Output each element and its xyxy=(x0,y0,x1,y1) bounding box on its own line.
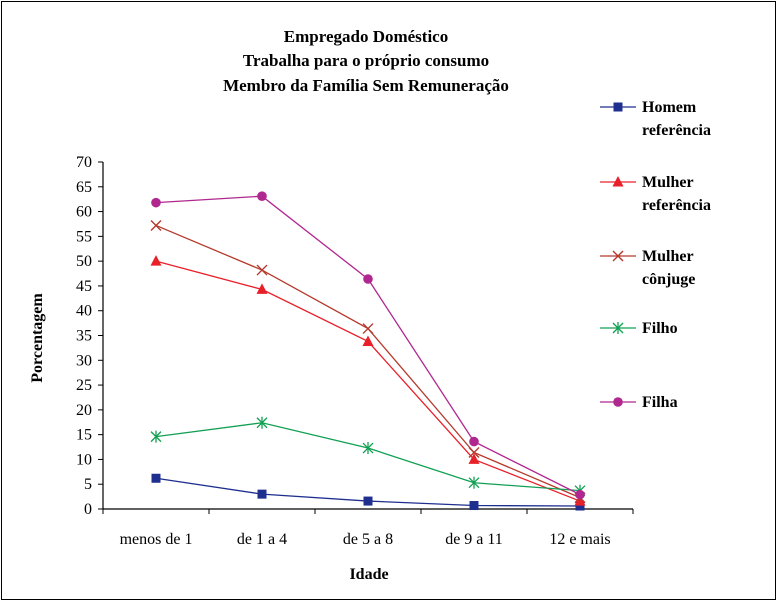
data-point xyxy=(151,197,161,208)
data-point xyxy=(363,274,373,284)
data-point xyxy=(362,442,374,455)
x-tick-label: 12 e mais xyxy=(549,531,610,548)
data-point xyxy=(468,446,480,458)
legend-item: Mulher referência xyxy=(600,174,711,214)
data-point xyxy=(575,501,585,511)
series-mulher-referência xyxy=(150,255,586,506)
y-tick-label: 40 xyxy=(76,303,92,320)
legend-item: Filho xyxy=(600,320,678,337)
series-group xyxy=(150,191,586,511)
y-axis-title: Porcentagem xyxy=(29,293,46,383)
data-point xyxy=(363,496,373,506)
chart-title-line: Trabalha para o próprio consumo xyxy=(243,51,489,70)
y-tick-label: 35 xyxy=(76,328,92,345)
x-tick-label: de 1 a 4 xyxy=(237,531,287,548)
data-point xyxy=(574,495,586,506)
data-point xyxy=(468,476,480,489)
y-tick-label: 30 xyxy=(76,352,92,369)
legend-label: Filho xyxy=(642,320,678,337)
y-tick-label: 55 xyxy=(76,228,92,245)
data-point xyxy=(256,283,268,294)
axes xyxy=(102,162,633,510)
legend-item: Filha xyxy=(600,394,678,411)
y-tick-label: 45 xyxy=(76,278,92,295)
data-point xyxy=(151,473,161,483)
y-tick-label: 5 xyxy=(84,476,92,493)
data-point xyxy=(469,501,479,511)
data-point xyxy=(257,489,267,499)
x-axis-ticks: menos de 1 de 1 a 4 de 5 a 8 de 9 a 11 12 e … xyxy=(102,509,634,548)
x-tick-label: menos de 1 xyxy=(120,531,193,548)
legend-marker xyxy=(612,176,624,187)
y-tick-label: 60 xyxy=(76,204,92,221)
chart-title-line: Empregado Doméstico xyxy=(284,27,448,46)
data-point xyxy=(468,453,480,464)
y-tick-label: 10 xyxy=(76,451,92,468)
y-tick-label: 20 xyxy=(76,402,92,419)
y-tick-label: 25 xyxy=(76,377,92,394)
x-axis-title: Idade xyxy=(349,566,388,583)
data-point xyxy=(150,255,162,266)
y-tick-label: 15 xyxy=(76,427,92,444)
data-point xyxy=(150,430,162,443)
legend-item: Homem referência xyxy=(600,99,711,139)
y-axis-ticks: 0 5 10 15 20 25 30 35 40 45 50 55 60 65 70 xyxy=(76,154,103,518)
series-homem-referência xyxy=(151,473,585,511)
legend: Homem referência Mulher referência Mulher côn… xyxy=(600,99,711,411)
legend-label: Homem xyxy=(642,99,697,116)
legend-marker xyxy=(613,397,623,407)
series-mulher-cônjuge xyxy=(150,219,586,504)
data-point xyxy=(257,191,267,202)
legend-label: Mulher xyxy=(642,248,694,265)
data-point xyxy=(256,416,268,429)
legend-label: Filha xyxy=(642,394,678,411)
series-line xyxy=(155,224,581,499)
legend-label: cônjuge xyxy=(642,271,695,288)
legend-label: referência xyxy=(642,197,711,214)
series-filho xyxy=(150,416,586,497)
y-tick-label: 70 xyxy=(76,154,92,171)
legend-marker xyxy=(612,250,624,262)
data-point xyxy=(469,436,479,447)
y-tick-label: 50 xyxy=(76,253,92,270)
legend-label: referência xyxy=(642,122,711,139)
x-tick-label: de 5 a 8 xyxy=(343,531,393,548)
data-point xyxy=(575,489,585,500)
legend-item: Mulher cônjuge xyxy=(600,248,695,288)
series-line xyxy=(155,422,581,492)
y-tick-label: 65 xyxy=(76,179,92,196)
data-point xyxy=(256,264,268,276)
series-filha xyxy=(151,191,585,500)
legend-label: Mulher xyxy=(642,174,694,191)
legend-marker xyxy=(613,102,623,112)
y-tick-label: 0 xyxy=(84,501,92,518)
data-point xyxy=(362,335,374,346)
data-point xyxy=(150,219,162,231)
legend-marker xyxy=(612,322,624,334)
data-point xyxy=(362,323,374,335)
chart-title-line: Membro da Família Sem Remuneração xyxy=(223,76,509,95)
chart-title: Empregado Doméstico Trabalha para o própr… xyxy=(223,27,509,95)
x-tick-label: de 9 a 11 xyxy=(445,531,503,548)
series-line xyxy=(155,260,581,502)
